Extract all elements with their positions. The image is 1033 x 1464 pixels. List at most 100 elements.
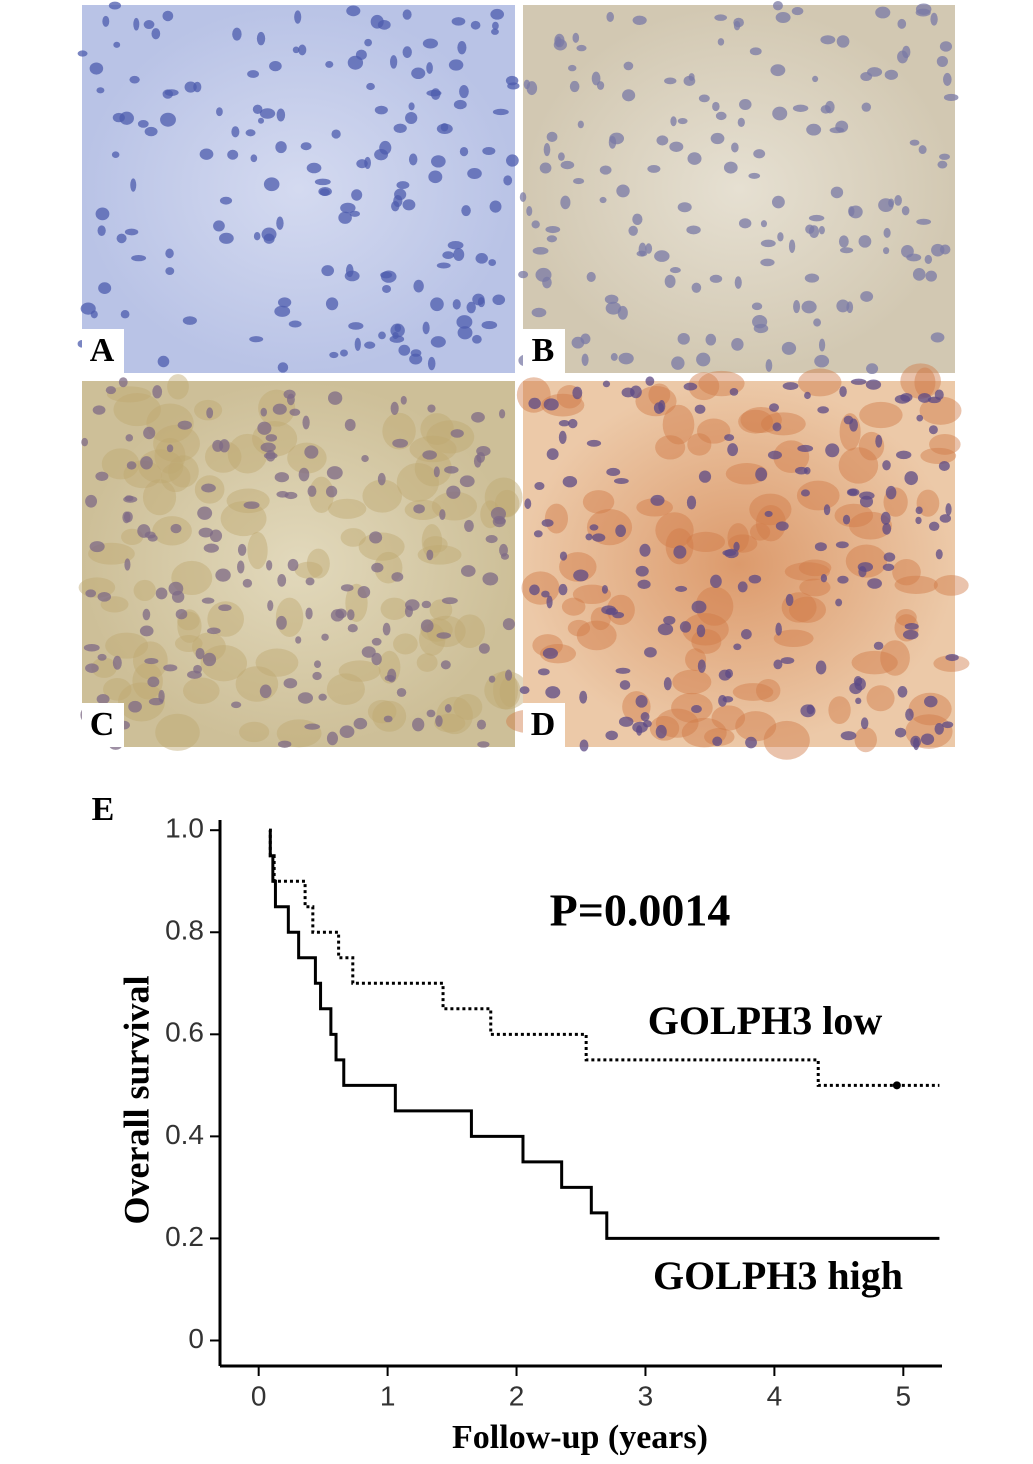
label-box bbox=[82, 703, 124, 747]
nucleus bbox=[364, 341, 376, 349]
nucleus bbox=[878, 198, 894, 213]
cell bbox=[738, 409, 774, 434]
nucleus bbox=[329, 351, 339, 359]
nucleus bbox=[448, 59, 464, 71]
nucleus bbox=[227, 149, 239, 160]
cell bbox=[859, 401, 903, 429]
nucleus bbox=[426, 549, 434, 561]
cell bbox=[789, 596, 827, 623]
nucleus bbox=[558, 420, 570, 427]
nucleus bbox=[426, 89, 442, 97]
nucleus bbox=[447, 241, 464, 250]
nucleus bbox=[232, 27, 242, 41]
nucleus bbox=[338, 211, 352, 224]
nucleus bbox=[806, 704, 815, 715]
cell bbox=[687, 433, 712, 456]
nucleus bbox=[436, 123, 453, 134]
nucleus bbox=[945, 503, 952, 516]
y-tick-label: 0.6 bbox=[165, 1017, 204, 1048]
nucleus bbox=[476, 451, 486, 463]
nucleus bbox=[298, 44, 307, 56]
cell bbox=[226, 488, 270, 514]
nucleus bbox=[377, 472, 386, 486]
nucleus bbox=[722, 696, 734, 703]
cell bbox=[174, 635, 203, 653]
nucleus bbox=[85, 494, 98, 508]
nucleus bbox=[615, 524, 626, 538]
nucleus bbox=[422, 38, 439, 49]
nucleus bbox=[269, 61, 282, 72]
nucleus bbox=[85, 663, 99, 673]
nucleus bbox=[405, 599, 420, 611]
nucleus bbox=[883, 227, 891, 238]
nucleus bbox=[894, 394, 911, 404]
cell bbox=[798, 368, 842, 397]
nucleus bbox=[709, 274, 723, 283]
nucleus bbox=[259, 684, 272, 699]
nucleus bbox=[945, 653, 959, 662]
nucleus bbox=[339, 725, 355, 739]
nucleus bbox=[813, 318, 821, 327]
cell bbox=[153, 424, 200, 463]
nucleus bbox=[305, 607, 313, 620]
nucleus bbox=[904, 623, 919, 630]
nucleus bbox=[348, 322, 364, 330]
nucleus bbox=[95, 471, 109, 481]
nucleus bbox=[344, 418, 356, 432]
nucleus bbox=[752, 315, 768, 329]
nucleus bbox=[930, 12, 938, 26]
y-tick-label: 0.2 bbox=[165, 1221, 204, 1252]
nucleus bbox=[867, 578, 882, 589]
nucleus bbox=[865, 379, 882, 390]
nucleus bbox=[390, 323, 405, 338]
nucleus bbox=[314, 178, 331, 186]
nucleus bbox=[459, 84, 469, 99]
nucleus bbox=[839, 247, 854, 254]
nucleus bbox=[457, 40, 467, 55]
nucleus bbox=[846, 488, 860, 497]
nucleus bbox=[599, 196, 607, 204]
cell bbox=[648, 383, 671, 406]
cell bbox=[421, 524, 443, 559]
nucleus bbox=[669, 141, 684, 152]
panel-label: B bbox=[532, 332, 555, 369]
cell bbox=[220, 501, 267, 537]
nucleus bbox=[769, 403, 779, 412]
nucleus bbox=[253, 232, 261, 241]
nucleus bbox=[902, 629, 919, 640]
nucleus bbox=[112, 655, 122, 670]
nucleus bbox=[691, 282, 702, 293]
cell bbox=[113, 393, 161, 427]
nucleus bbox=[531, 220, 540, 229]
nucleus bbox=[764, 510, 773, 518]
nucleus bbox=[528, 397, 541, 410]
x-tick-label: 2 bbox=[509, 1380, 525, 1411]
nucleus bbox=[160, 112, 176, 127]
nucleus bbox=[850, 378, 867, 385]
nucleus bbox=[753, 149, 766, 159]
nucleus bbox=[925, 270, 937, 282]
cell bbox=[426, 615, 466, 648]
nucleus bbox=[568, 64, 577, 72]
nucleus bbox=[677, 202, 692, 213]
nucleus bbox=[151, 28, 161, 40]
nucleus bbox=[533, 530, 543, 538]
nucleus bbox=[382, 284, 392, 293]
nucleus bbox=[623, 61, 634, 71]
nucleus bbox=[471, 411, 485, 423]
nucleus bbox=[801, 300, 817, 314]
nucleus bbox=[825, 100, 835, 114]
cell bbox=[255, 648, 299, 677]
nucleus bbox=[543, 143, 551, 157]
nucleus bbox=[478, 643, 490, 654]
nucleus bbox=[409, 353, 423, 365]
nucleus bbox=[177, 420, 192, 430]
nucleus bbox=[519, 192, 527, 202]
nucleus bbox=[276, 108, 286, 122]
nucleus bbox=[391, 572, 404, 582]
cell bbox=[561, 597, 586, 616]
nucleus bbox=[581, 353, 589, 366]
nucleus bbox=[325, 60, 334, 68]
nucleus bbox=[488, 259, 497, 267]
